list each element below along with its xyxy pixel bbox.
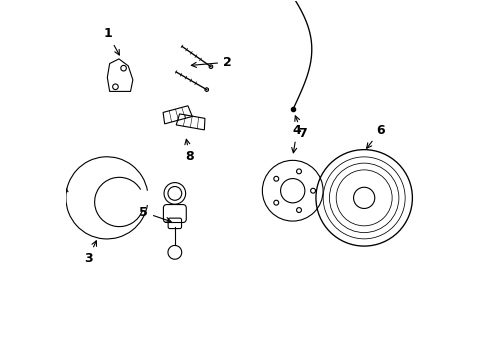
- Text: 6: 6: [366, 123, 385, 148]
- Text: 7: 7: [294, 116, 306, 140]
- Text: 3: 3: [83, 241, 96, 265]
- Text: 2: 2: [191, 56, 231, 69]
- Text: 4: 4: [291, 123, 301, 153]
- Text: 5: 5: [139, 206, 171, 222]
- Text: 8: 8: [184, 139, 194, 163]
- Text: 1: 1: [103, 27, 119, 55]
